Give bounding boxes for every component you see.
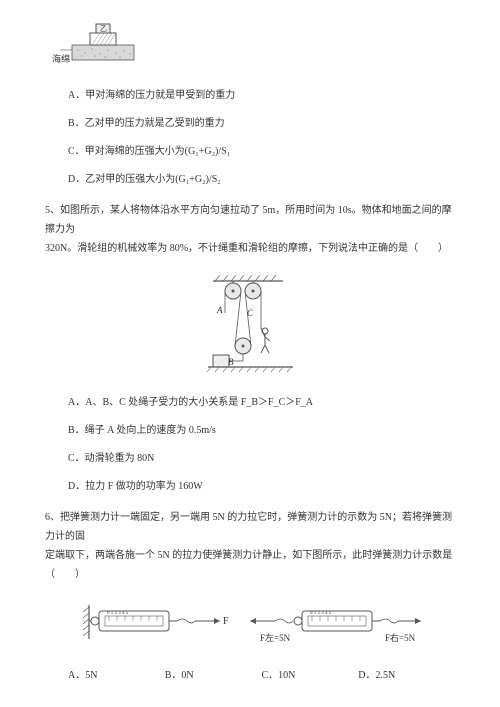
q5-diagram: A C B xyxy=(203,273,298,378)
q6-stem-line2: 定端取下，两端各施一个 5N 的拉力使弹簧测力计静止，如下图所示，此时弹簧测力计… xyxy=(45,546,455,584)
figure-q4: 乙 海绵 xyxy=(60,20,455,68)
svg-text:A: A xyxy=(216,305,223,315)
svg-text:0 1 2 3 4 5: 0 1 2 3 4 5 xyxy=(310,611,332,616)
q6-option-d: D．2.5N xyxy=(358,666,455,685)
svg-text:B: B xyxy=(228,357,234,367)
q6-option-a: A．5N xyxy=(68,666,165,685)
q6-options: A．5N B．0N C．10N D．2.5N xyxy=(68,666,455,685)
q6-option-b: B．0N xyxy=(165,666,262,685)
q5-option-c: C．动滑轮重为 80N xyxy=(68,449,455,468)
figure-q5: A C B xyxy=(45,273,455,378)
q4-option-b: B．乙对甲的压力就是乙受到的重力 xyxy=(68,114,455,133)
q6-diagram: 0 1 2 3 4 5 F 0 1 2 3 4 5 F左=5N xyxy=(75,599,425,654)
q5-option-a: A．A、B、C 处绳子受力的大小关系是 F_B＞F_C＞F_A xyxy=(68,393,455,412)
figure-q6: 0 1 2 3 4 5 F 0 1 2 3 4 5 F左=5N xyxy=(45,599,455,654)
q6-label-fr: F右=5N xyxy=(385,632,416,643)
q6-label-fl: F左=5N xyxy=(260,632,291,643)
q4-option-d: D．乙对甲的压强大小为(G₁+G₂)/S₂ xyxy=(68,170,455,189)
q4-option-c: C．甲对海绵的压强大小为(G₁+G₂)/S₁ xyxy=(68,142,455,161)
svg-text:乙: 乙 xyxy=(100,25,107,33)
q4-option-a: A．甲对海绵的压力就是甲受到的重力 xyxy=(68,86,455,105)
q5-option-b: B．绳子 A 处向上的速度为 0.5m/s xyxy=(68,421,455,440)
q5-option-d: D．拉力 F 做功的功率为 160W xyxy=(68,477,455,496)
svg-text:C: C xyxy=(247,308,254,318)
q6-option-c: C．10N xyxy=(262,666,359,685)
q5-stem-line2: 320N。滑轮组的机械效率为 80%，不计绳重和滑轮组的摩擦，下列说法中正确的是… xyxy=(45,239,455,258)
svg-text:0 1 2 3 4 5: 0 1 2 3 4 5 xyxy=(107,611,129,616)
q6-label-f: F xyxy=(223,616,229,627)
q5-stem-line1: 5、如图所示，某人将物体沿水平方向匀速拉动了 5m，所用时间为 10s。物体和地… xyxy=(45,201,455,239)
q6-stem-line1: 6、把弹簧测力计一端固定，另一端用 5N 的力拉它时，弹簧测力计的示数为 5N；… xyxy=(45,508,455,546)
q4-diagram: 乙 xyxy=(60,20,140,65)
